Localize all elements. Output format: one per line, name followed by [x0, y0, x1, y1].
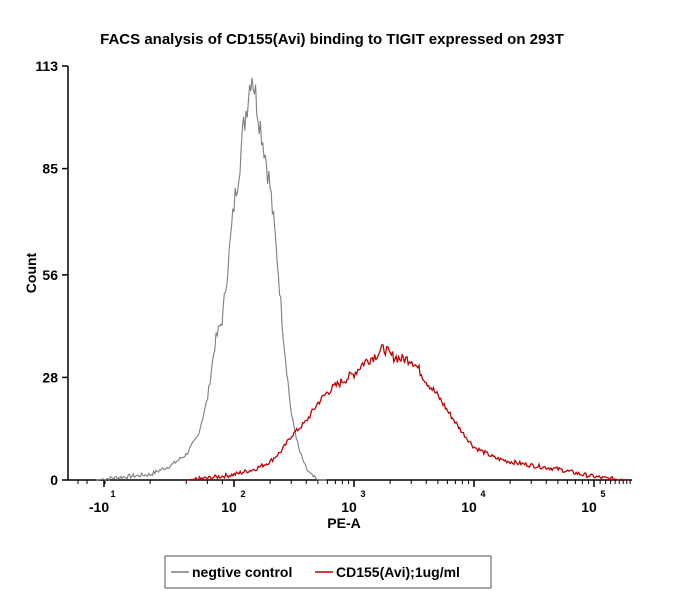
series-line-cd155	[186, 344, 630, 482]
y-tick-label: 85	[42, 161, 58, 177]
x-axis-label: PE-A	[327, 515, 360, 531]
x-tick-label-exponent: 5	[600, 489, 605, 499]
series-layer	[95, 77, 630, 482]
series-line-negative-control	[95, 77, 327, 482]
legend-label-cd155: CD155(Avi);1ug/ml	[336, 564, 460, 580]
x-tick-label-exponent: 1	[110, 489, 115, 499]
y-tick-label: 56	[42, 267, 58, 283]
x-tick-label-exponent: 2	[240, 489, 245, 499]
x-tick-label-base: -10	[89, 499, 109, 515]
y-axis-label: Count	[23, 252, 39, 293]
y-tick-label: 0	[50, 472, 58, 488]
x-tick-label-base: 10	[461, 499, 477, 515]
x-tick-label-base: 10	[341, 499, 357, 515]
chart-title: FACS analysis of CD155(Avi) binding to T…	[100, 31, 564, 48]
x-tick-label-exponent: 3	[360, 489, 365, 499]
y-tick-label: 28	[42, 369, 58, 385]
x-tick-label-base: 10	[221, 499, 237, 515]
legend-label-negative-control: negtive control	[192, 564, 292, 580]
y-tick-label: 113	[35, 58, 58, 74]
x-tick-label-exponent: 4	[480, 489, 485, 499]
legend: negtive control CD155(Avi);1ug/ml	[164, 555, 492, 589]
x-tick-label-base: 10	[581, 499, 597, 515]
y-ticks: 0 28 56 85 113	[35, 58, 68, 488]
